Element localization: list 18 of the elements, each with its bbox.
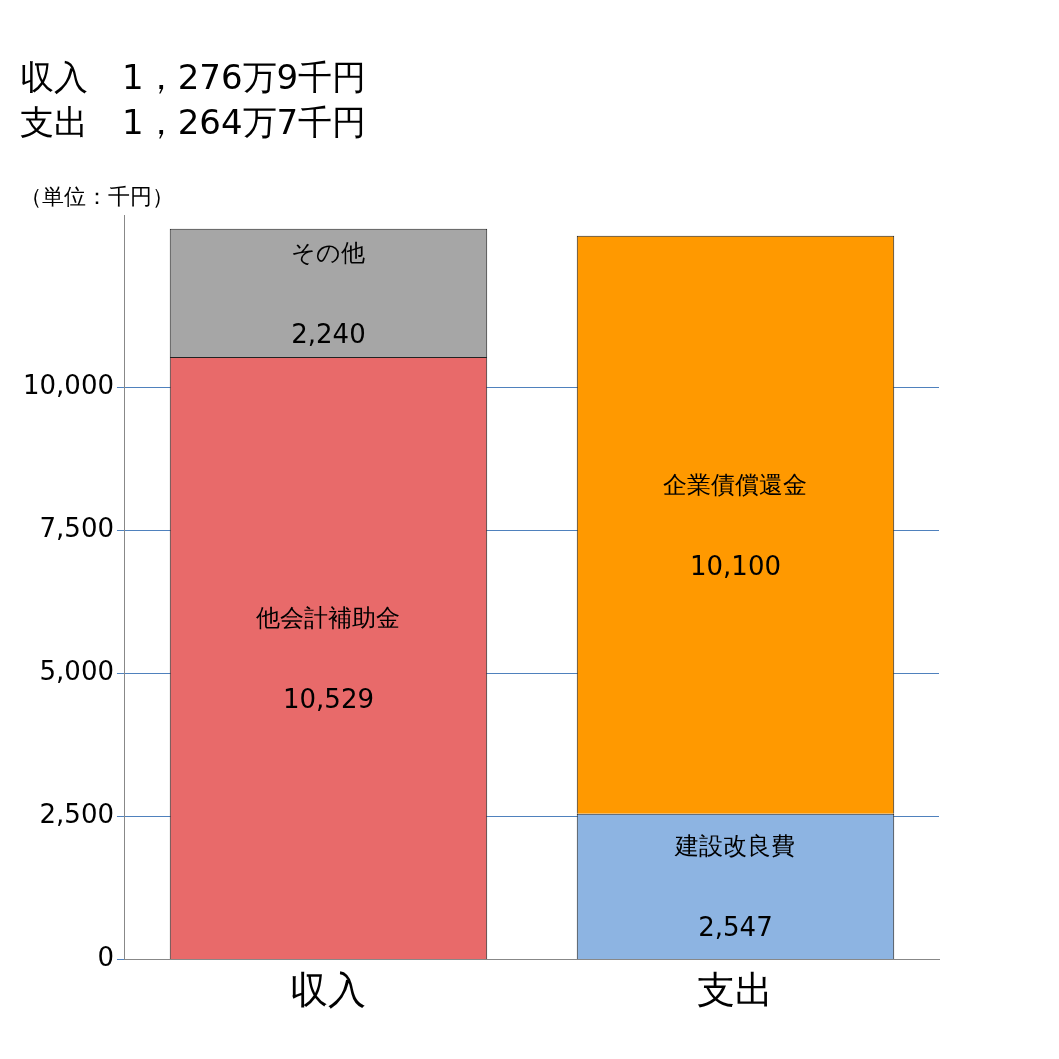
y-tick-label: 10,000 xyxy=(22,370,114,400)
chart-title: 収入 1，276万9千円 xyxy=(20,57,367,98)
y-tick-label: 2,500 xyxy=(39,799,114,830)
series-label: 他会計補助金 xyxy=(256,603,401,632)
y-tick-label: 7,500 xyxy=(39,513,114,544)
x-tick-label: 支出 xyxy=(697,968,774,1013)
y-tick-label: 5,000 xyxy=(39,656,114,687)
chart-subtitle: 支出 1，264万7千円 xyxy=(20,102,367,143)
data-label: 10,529 xyxy=(282,683,374,714)
data-label: 2,240 xyxy=(291,318,366,349)
series-label: 建設改良費 xyxy=(674,832,796,861)
y-tick-label: 0 xyxy=(97,942,114,973)
data-label: 10,100 xyxy=(690,550,781,581)
series-label: その他 xyxy=(291,238,366,267)
x-tick-label: 収入 xyxy=(290,968,367,1013)
series-label: 企業債償還金 xyxy=(663,470,808,499)
data-label: 2,547 xyxy=(698,912,773,943)
y-axis-title: （単位：千円） xyxy=(20,183,174,209)
